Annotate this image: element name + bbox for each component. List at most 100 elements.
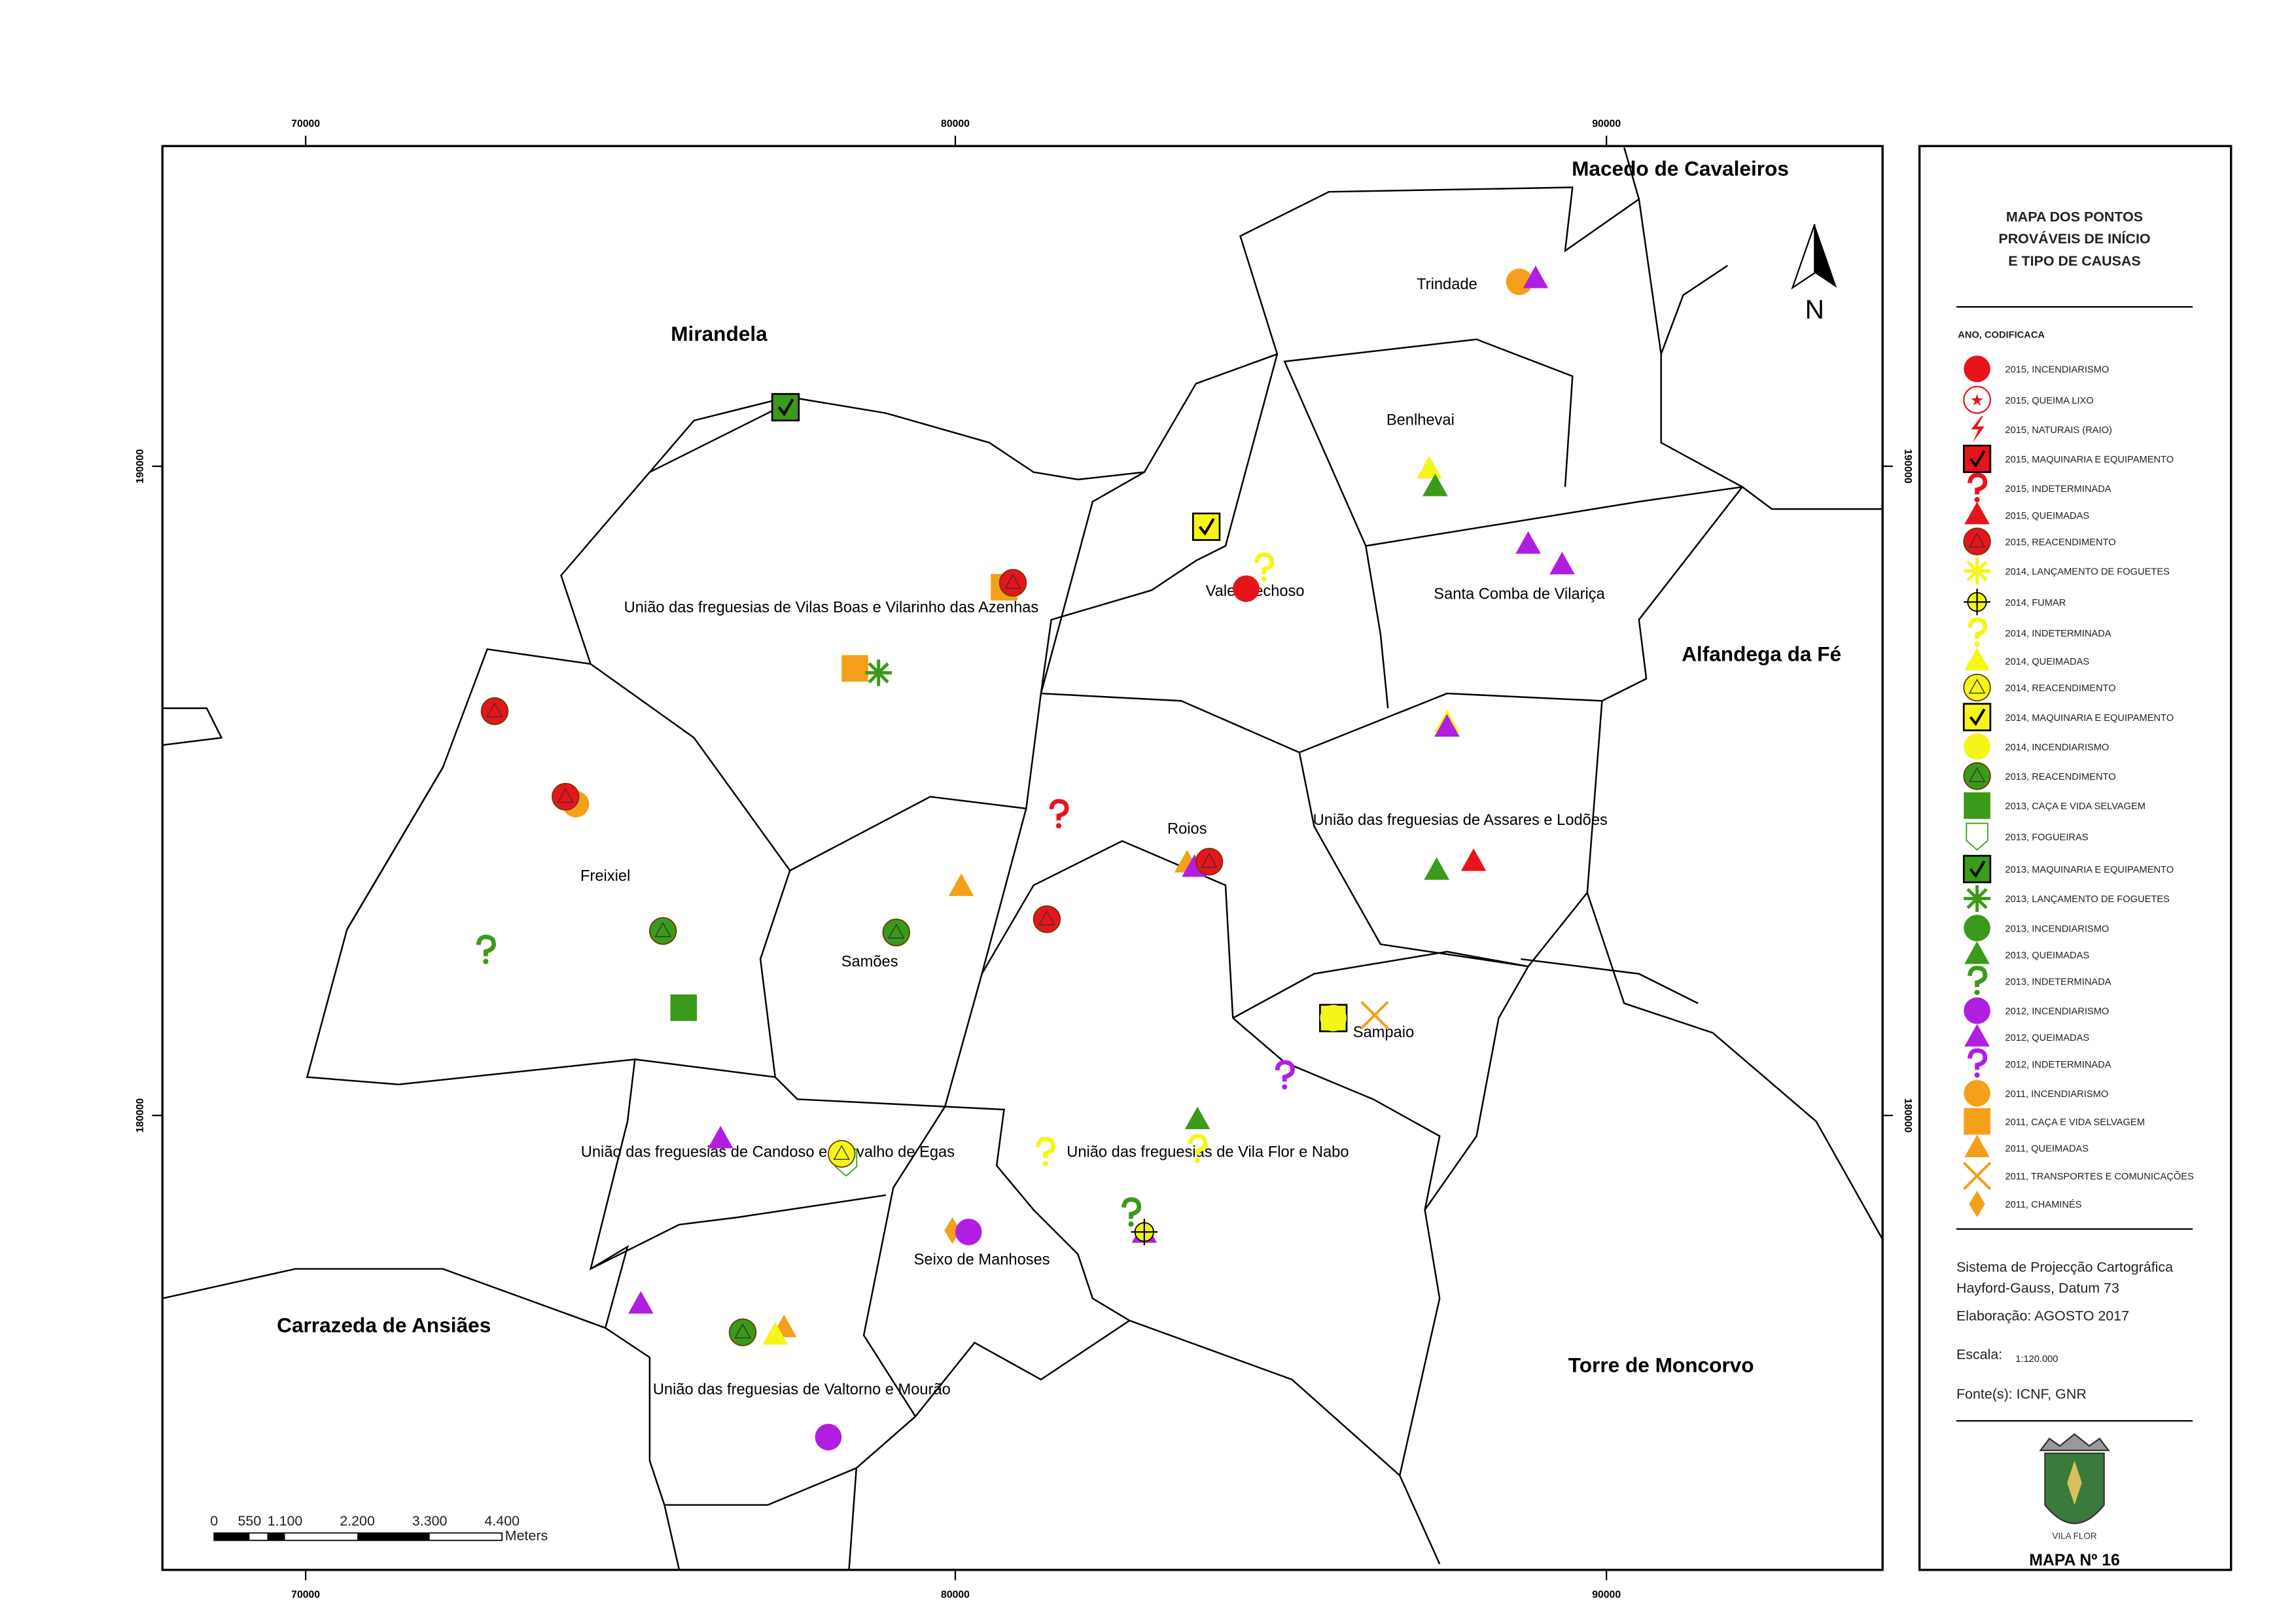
info-text: Fonte(s): ICNF, GNR [1956,1386,2087,1402]
symbol-part [628,1291,654,1314]
symbol-part [1042,1161,1048,1166]
symbol-part [1122,1197,1142,1219]
symbol-part [771,393,800,422]
symbol-part [1198,517,1215,536]
symbol [480,697,509,725]
symbol [1049,799,1069,829]
symbol-part [1966,888,1988,909]
symbol-part [1964,501,1990,525]
symbol [1964,1079,1990,1107]
symbol-part [1424,857,1449,880]
symbol-part [1128,1221,1134,1227]
symbol-part [1036,1136,1056,1159]
symbol [1962,444,1992,474]
symbol [1422,474,1448,497]
symbol-part [1969,708,1986,726]
symbol [762,1321,788,1345]
symbol [1424,857,1449,880]
legend-entry: 2011, CHAMINÉS [2005,1199,2081,1210]
y-coordinate-label: 180000 [1902,1098,1913,1133]
symbol-part [728,1318,757,1346]
symbol [841,655,868,682]
scale-bar [213,1532,503,1541]
symbol-part [1968,617,1988,639]
symbol [1195,847,1224,876]
symbol-part [1966,560,1988,582]
symbol-part [1962,1161,1992,1191]
symbol-part [1188,1134,1208,1156]
legend-entry: 2013, QUEIMADAS [2005,951,2089,961]
legend-entry: 2015, INCENDIARISMO [2005,365,2109,375]
x-coordinate-label: 80000 [941,118,970,130]
legend-entry: 2014, INDETERMINADA [2005,629,2111,639]
symbol [1964,885,1990,912]
symbol [1033,905,1061,934]
symbol-part [1201,852,1218,868]
symbol-part [1434,714,1460,737]
symbol-part [1963,762,1991,790]
symbol [1962,1161,1992,1191]
symbol [1964,792,1990,819]
symbol-part [1963,673,1991,702]
symbol-part [1195,1158,1201,1164]
symbol-part [948,873,974,896]
symbol [1964,1024,1990,1047]
legend-title: E TIPO DE CAUSAS [2008,253,2140,269]
symbol [1964,355,1990,383]
symbol-part [1192,512,1221,541]
symbol [1964,588,1990,616]
emblem-text: VILA FLOR [2052,1531,2097,1541]
symbol-part [1962,854,1992,884]
symbol [476,934,496,964]
symbol-part [1549,551,1575,575]
symbol [1964,915,1990,941]
symbol-part [833,1145,850,1160]
legend-entry: 2014, INCENDIARISMO [2005,742,2109,753]
symbol [865,659,892,686]
symbol [1233,575,1260,602]
symbol-part [1964,1108,1990,1135]
legend-entry: 2012, INCENDIARISMO [2005,1007,2109,1017]
symbol-part [1523,265,1549,288]
symbol [670,994,698,1021]
y-coordinate-label: 190000 [135,449,146,483]
symbol-part [1974,990,1980,996]
symbol-part [762,1321,788,1345]
symbol-part [1974,497,1980,502]
symbol [1963,762,1991,790]
scale-label: 550 [238,1513,261,1529]
symbol-part [1964,1079,1990,1107]
symbol-part [1049,799,1069,821]
symbol [1184,1106,1210,1130]
symbol [828,1140,856,1168]
symbol [1962,854,1992,884]
symbol-part [955,1219,982,1246]
scale-bar-segment [357,1533,430,1541]
symbol-part [1968,767,1986,782]
symbol [1360,1001,1389,1030]
parish-label: Santa Comba de Vilariça [1434,586,1605,603]
symbol-part [1968,678,1986,694]
neighbor-label: Macedo de Cavaleiros [1572,156,1789,180]
symbol-part [476,934,496,956]
symbol-part [1004,574,1021,589]
symbol [1963,673,1991,702]
legend-title: PROVÁVEIS DE INÍCIO [1998,230,2150,247]
symbol [1964,648,1990,671]
symbol-part [828,1140,856,1168]
neighbor-label: Torre de Moncorvo [1568,1353,1754,1377]
symbol-part [1515,531,1541,554]
symbol [1275,1060,1295,1090]
parish-label: Benlhevai [1386,412,1455,429]
symbol-part [480,697,509,725]
info-text: Escala: [1956,1346,2002,1362]
parish-label: União das freguesias de Candoso e Carval… [581,1143,955,1161]
y-coordinate-label: 180000 [135,1098,146,1133]
scale-label: 4.400 [484,1513,520,1529]
symbol-part [1195,847,1224,876]
symbol [1515,531,1541,554]
symbol-part [1964,997,1990,1024]
legend-entry: 2011, CAÇA E VIDA SELVAGEM [2005,1117,2144,1128]
